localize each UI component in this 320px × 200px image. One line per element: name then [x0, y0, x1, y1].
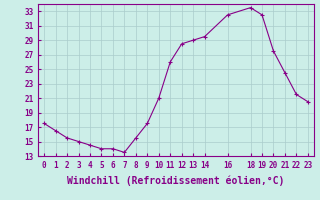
X-axis label: Windchill (Refroidissement éolien,°C): Windchill (Refroidissement éolien,°C) — [67, 175, 285, 186]
